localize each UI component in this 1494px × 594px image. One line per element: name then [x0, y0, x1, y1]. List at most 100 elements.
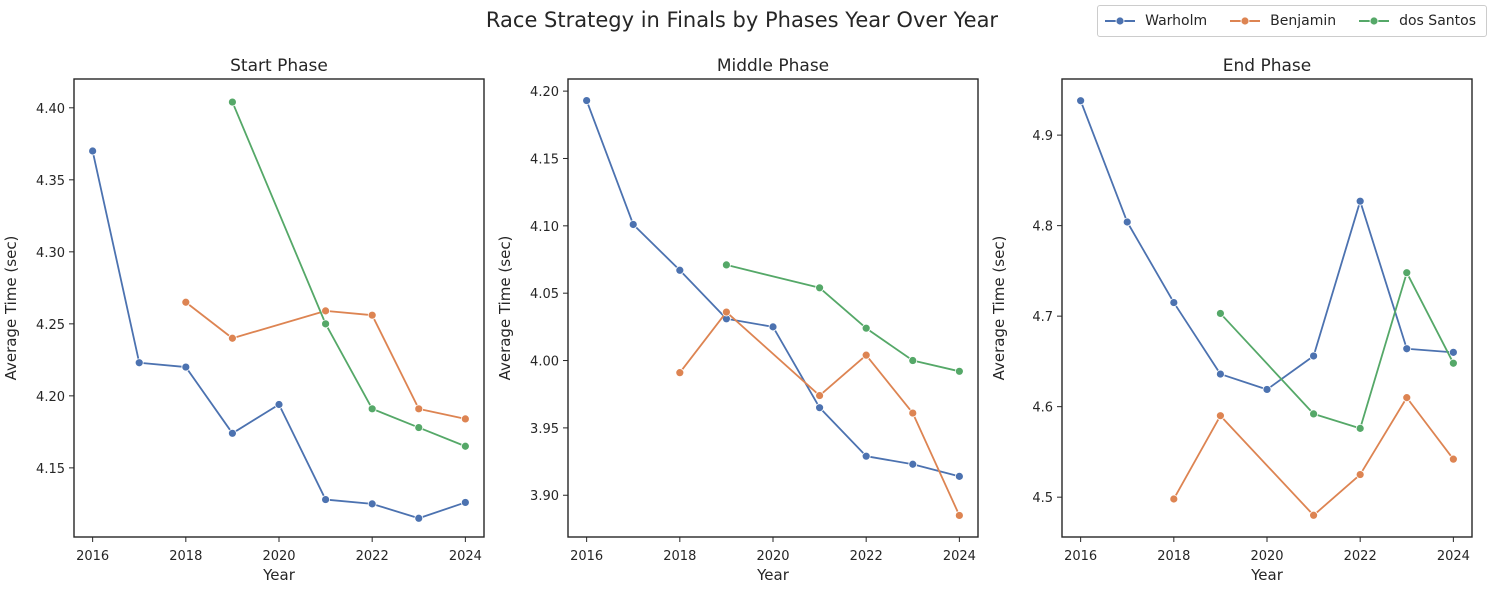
series-line-warholm: [91, 150, 466, 520]
data-point-dos-santos: [1402, 268, 1412, 278]
series-line-warholm: [585, 100, 960, 478]
legend-swatch-dos-santos: [1359, 16, 1390, 26]
legend: Warholm Benjamin dos Santos: [1097, 5, 1487, 37]
data-point-warholm: [1169, 298, 1179, 307]
plot-frame: [567, 78, 979, 538]
series-line-benjamin: [1173, 396, 1455, 517]
series-line-benjamin: [185, 301, 466, 420]
data-point-warholm: [460, 498, 470, 507]
panel-title: Start Phase: [230, 56, 328, 76]
data-point-warholm: [1402, 344, 1412, 354]
data-point-warholm: [1122, 217, 1132, 227]
data-point-warholm: [582, 96, 592, 105]
data-point-benjamin: [1169, 494, 1179, 504]
y-tick-label: 4.40: [36, 102, 65, 117]
data-point-warholm: [768, 322, 778, 332]
data-point-benjamin: [414, 404, 424, 414]
data-point-dos-santos: [1309, 409, 1318, 419]
data-point-dos-santos: [228, 97, 237, 107]
y-tick-label: 3.95: [530, 422, 559, 437]
y-tick-label: 4.9: [1032, 129, 1053, 144]
panel-title: Middle Phase: [717, 56, 829, 76]
y-tick-label: 4.20: [36, 390, 65, 405]
data-point-dos-santos: [460, 441, 470, 451]
data-point-benjamin: [460, 414, 470, 424]
data-point-dos-santos: [861, 323, 871, 333]
data-point-benjamin: [722, 307, 731, 317]
legend-item-benjamin: Benjamin: [1229, 13, 1336, 29]
data-point-warholm: [88, 146, 98, 156]
data-point-benjamin: [861, 350, 871, 360]
x-tick-label: 2018: [169, 549, 202, 564]
x-tick-label: 2020: [1250, 549, 1283, 564]
x-tick-label: 2016: [1064, 549, 1097, 564]
x-tick-label: 2016: [76, 549, 109, 564]
x-tick-label: 2018: [1157, 549, 1190, 564]
data-point-dos-santos: [1216, 309, 1225, 318]
legend-label-warholm: Warholm: [1145, 13, 1208, 29]
plot-frame: [73, 78, 485, 538]
series-line-dos-santos: [231, 101, 466, 448]
data-point-warholm: [1309, 351, 1318, 361]
data-point-benjamin: [321, 306, 330, 316]
data-point-benjamin: [1402, 393, 1412, 403]
data-point-warholm: [1448, 347, 1458, 357]
panel-title: End Phase: [1223, 56, 1311, 76]
data-point-warholm: [1076, 96, 1086, 106]
legend-item-warholm: Warholm: [1104, 13, 1207, 29]
y-tick-label: 4.5: [1032, 491, 1053, 506]
panel-start-phase: Start Phase 2016 2018 2020 2022 2024 4.15 4.20 4…: [2, 56, 485, 584]
x-axis-label: Year: [1250, 566, 1284, 584]
x-tick-label: 2016: [570, 549, 603, 564]
data-point-benjamin: [954, 511, 964, 520]
y-tick-label: 3.90: [530, 489, 559, 504]
data-point-warholm: [228, 428, 237, 438]
x-tick-label: 2022: [356, 549, 389, 564]
x-tick-label: 2022: [1344, 549, 1377, 564]
y-tick-label: 4.15: [530, 152, 559, 167]
y-axis-label: Average Time (sec): [496, 236, 514, 381]
legend-swatch-warholm: [1105, 16, 1136, 26]
data-point-benjamin: [1309, 510, 1318, 520]
data-point-benjamin: [908, 408, 918, 418]
x-axis-label: Year: [262, 566, 296, 584]
y-tick-label: 4.00: [530, 355, 559, 370]
data-point-warholm: [414, 513, 424, 523]
series-line-warholm: [1079, 100, 1454, 391]
x-tick-label: 2024: [449, 549, 482, 564]
data-point-warholm: [954, 471, 964, 481]
data-point-warholm: [628, 220, 638, 229]
data-point-warholm: [1216, 369, 1225, 379]
y-tick-label: 4.10: [530, 220, 559, 235]
data-point-warholm: [181, 362, 191, 372]
legend-label-dos-santos: dos Santos: [1399, 13, 1476, 29]
data-point-warholm: [321, 495, 330, 504]
data-point-dos-santos: [722, 260, 731, 270]
data-point-benjamin: [367, 310, 377, 320]
y-tick-label: 4.20: [530, 85, 559, 100]
x-tick-label: 2024: [1437, 549, 1470, 564]
data-point-warholm: [1262, 385, 1272, 394]
x-tick-label: 2020: [262, 549, 295, 564]
data-point-dos-santos: [321, 319, 330, 329]
y-axis-label: Average Time (sec): [990, 236, 1008, 381]
data-point-benjamin: [1448, 454, 1458, 464]
data-point-dos-santos: [1448, 358, 1458, 368]
data-point-warholm: [861, 451, 871, 461]
data-point-dos-santos: [908, 356, 918, 365]
data-point-warholm: [1355, 196, 1365, 206]
data-point-benjamin: [675, 368, 685, 378]
data-point-benjamin: [1216, 411, 1225, 421]
y-tick-label: 4.05: [530, 287, 559, 302]
series-line-benjamin: [679, 311, 961, 516]
data-point-dos-santos: [954, 366, 964, 376]
legend-label-benjamin: Benjamin: [1270, 13, 1337, 29]
y-tick-label: 4.6: [1032, 401, 1053, 416]
data-point-benjamin: [228, 333, 237, 343]
x-tick-label: 2022: [850, 549, 883, 564]
series-line-dos-santos: [1219, 271, 1455, 430]
legend-swatch-benjamin: [1230, 16, 1261, 26]
figure-title: Race Strategy in Finals by Phases Year O…: [485, 8, 999, 32]
y-tick-label: 4.8: [1032, 220, 1053, 235]
